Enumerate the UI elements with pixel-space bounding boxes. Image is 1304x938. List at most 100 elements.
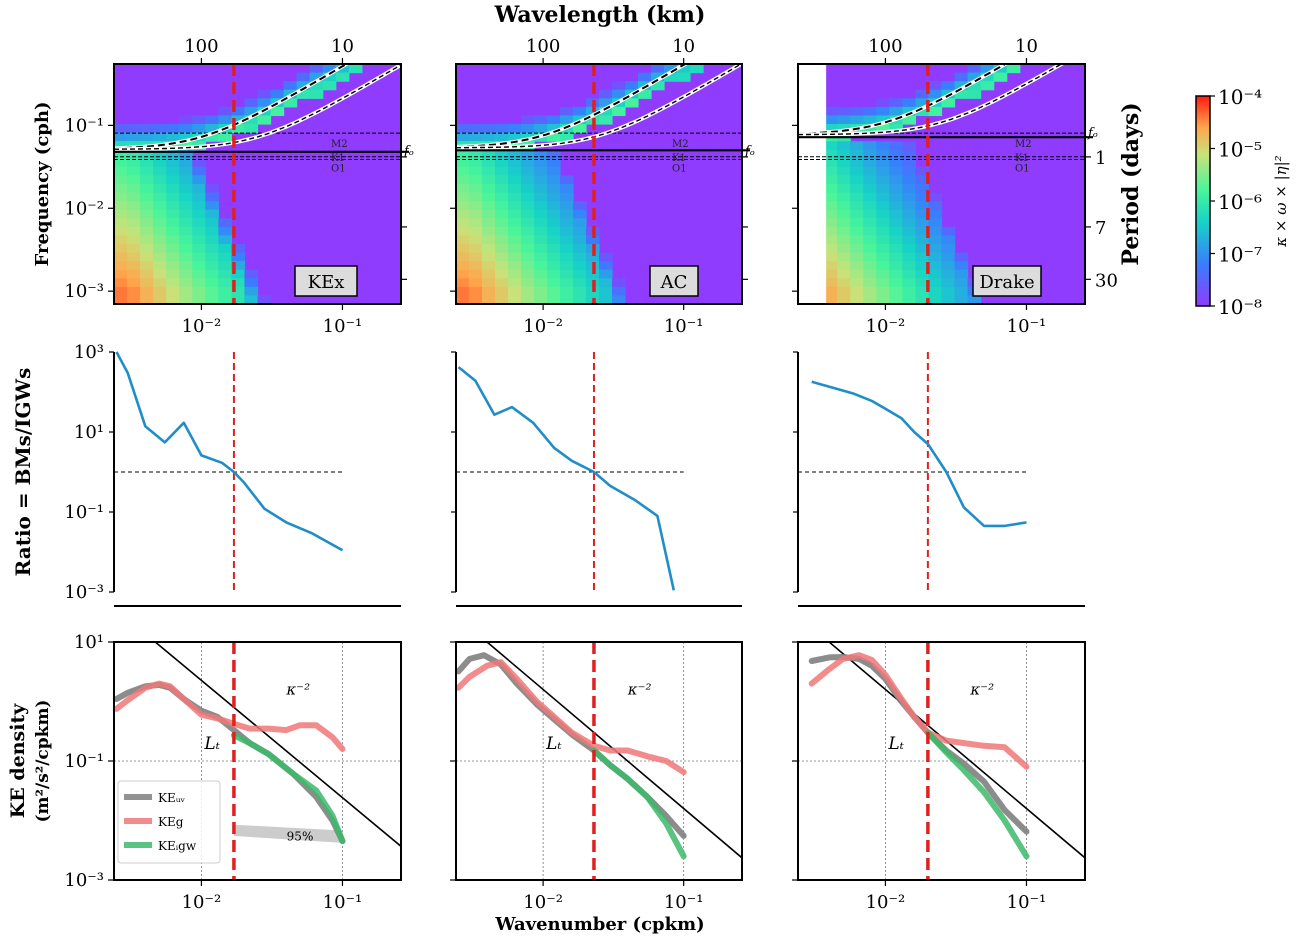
heatmap-cell (456, 158, 470, 168)
heatmap-cell (192, 295, 206, 304)
heatmap-cell (166, 286, 180, 297)
heatmap-cell (179, 235, 193, 245)
dispersion-curve (798, 64, 1008, 135)
heatmap-cell (521, 286, 535, 297)
wavenumber-tick-label: 10⁻² (523, 316, 563, 337)
heatmap-cell (218, 252, 233, 262)
heatmap-cell (521, 252, 535, 262)
heatmap-cell (508, 244, 522, 254)
heatmap-cell (127, 132, 141, 142)
heatmap-cell (257, 89, 272, 99)
heatmap-cell (850, 235, 864, 245)
heatmap-cell (179, 226, 193, 237)
heatmap-cell (889, 235, 903, 245)
heatmap-cell (469, 166, 483, 177)
heatmap-cell (179, 192, 193, 202)
tidal-label-O1: O1 (672, 164, 687, 175)
heatmap-cell (573, 269, 587, 279)
heatmap-cell (218, 261, 233, 271)
heatmap-cell (140, 158, 154, 168)
heatmap-cell (902, 98, 917, 108)
heatmap-cell (850, 166, 864, 177)
heatmap-cell (205, 218, 219, 228)
heatmap-cell (534, 209, 548, 219)
heatmap-cell (560, 218, 574, 228)
heatmap-cell (166, 166, 180, 177)
heatmap-cell (954, 278, 969, 288)
heatmap-cell (824, 175, 838, 185)
heatmap-cell (192, 115, 206, 125)
heatmap-cell (153, 252, 167, 262)
dispersion-curve (456, 64, 688, 148)
heatmap-cell (837, 209, 851, 219)
heatmap-cell (915, 295, 930, 304)
heatmap-cell (876, 124, 890, 134)
heatmap-cell (456, 278, 470, 288)
colorbar-tick-label: 10⁻⁴ (1218, 85, 1262, 109)
heatmap-cell (205, 201, 219, 211)
heatmap-cell (889, 218, 903, 228)
ke-series-2 (924, 729, 1030, 860)
heatmap-cell (560, 132, 574, 142)
ratio-tick-label: 10⁻¹ (64, 502, 104, 523)
heatmap-cell (876, 244, 890, 254)
heatmap-cell (889, 98, 903, 108)
heatmap-cell (140, 175, 154, 185)
heatmap-cell (244, 124, 259, 134)
f0-label: fₒ (1087, 126, 1098, 141)
wavenumber-tick-label: 10⁻² (182, 892, 222, 913)
heatmap-cell (980, 81, 995, 91)
heatmap-cell (482, 252, 496, 262)
heatmap-cell (508, 278, 522, 288)
heatmap-cell (889, 141, 903, 151)
heatmap-cell (521, 209, 535, 219)
frequency-tick-label: 10⁻¹ (64, 115, 104, 136)
panel-name-box (972, 265, 1042, 297)
heatmap-cell (876, 201, 890, 211)
heatmap-cell (573, 209, 587, 219)
heatmap-cell (508, 269, 522, 279)
legend-label: KEg (158, 815, 184, 829)
heatmap-cell (322, 72, 337, 82)
row3-ylabel-1: KE density (7, 703, 29, 818)
confidence-label: 95% (287, 830, 314, 844)
heatmap-cell (876, 209, 890, 219)
heatmap-cell (863, 106, 877, 117)
ke-series-1 (114, 680, 346, 752)
heatmap-cell (114, 235, 128, 245)
heatmap-cell (508, 124, 522, 134)
heatmap-cell (495, 218, 509, 228)
heatmap-cell (218, 269, 233, 279)
heatmap-cell (309, 72, 324, 82)
heatmap-cell (495, 261, 509, 271)
heatmap-cell (521, 201, 535, 211)
heatmap-cell (309, 89, 324, 99)
heatmap-cell (876, 295, 890, 304)
heatmap-cell (573, 295, 587, 304)
heatmap-cell (850, 261, 864, 271)
heatmap-cell (967, 72, 982, 82)
heatmap-cell (941, 269, 956, 279)
heatmap-cell (586, 235, 600, 245)
heatmap-cell (469, 235, 483, 245)
heatmap-cell (638, 72, 652, 82)
heatmap-cell (508, 226, 522, 237)
heatmap-cell (192, 124, 206, 134)
heatmap-cell (993, 72, 1008, 82)
heatmap-cell (547, 252, 561, 262)
heatmap-cell (192, 218, 206, 228)
heatmap-cell (153, 209, 167, 219)
top-axis-label: Wavelength (km) (494, 2, 706, 28)
heatmap-cell (456, 132, 470, 142)
heatmap-cell (573, 226, 587, 237)
heatmap-cell (205, 184, 219, 194)
heatmap-cell (127, 286, 141, 297)
heatmap-cell (205, 295, 219, 304)
panel-frame (797, 641, 1086, 881)
heatmap-cell (192, 166, 206, 177)
heatmap-cell (889, 295, 903, 304)
heatmap-cell (508, 132, 522, 142)
heatmap-cell (928, 218, 943, 228)
heatmap-cell (889, 278, 903, 288)
heatmap-cell (153, 269, 167, 279)
